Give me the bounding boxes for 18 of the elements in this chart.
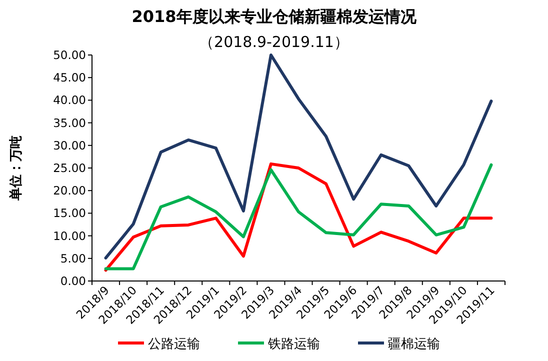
y-tick-label: 25.00 bbox=[53, 161, 86, 175]
y-tick-label: 10.00 bbox=[53, 228, 86, 243]
y-tick-label: 0.00 bbox=[60, 274, 86, 288]
chart-title: 2018年度以来专业仓储新疆棉发运情况 bbox=[132, 7, 418, 26]
y-axis-title: 单位：万吨 bbox=[8, 136, 24, 202]
y-tick-label: 50.00 bbox=[53, 48, 86, 62]
line-series bbox=[104, 54, 493, 260]
legend-label: 铁路运输 bbox=[267, 337, 320, 352]
y-tick-label: 15.00 bbox=[53, 206, 86, 220]
y-tick-label: 5.00 bbox=[60, 251, 86, 266]
y-tick-label: 35.00 bbox=[53, 116, 86, 130]
chart-subtitle: （2018.9-2019.11） bbox=[199, 33, 349, 51]
legend-label: 疆棉运输 bbox=[388, 337, 440, 352]
y-tick-label: 45.00 bbox=[53, 70, 86, 85]
y-tick-label: 40.00 bbox=[53, 93, 86, 108]
legend-label: 公路运输 bbox=[148, 337, 200, 352]
y-tick-label: 20.00 bbox=[53, 184, 86, 198]
y-tick-label: 30.00 bbox=[53, 138, 86, 152]
